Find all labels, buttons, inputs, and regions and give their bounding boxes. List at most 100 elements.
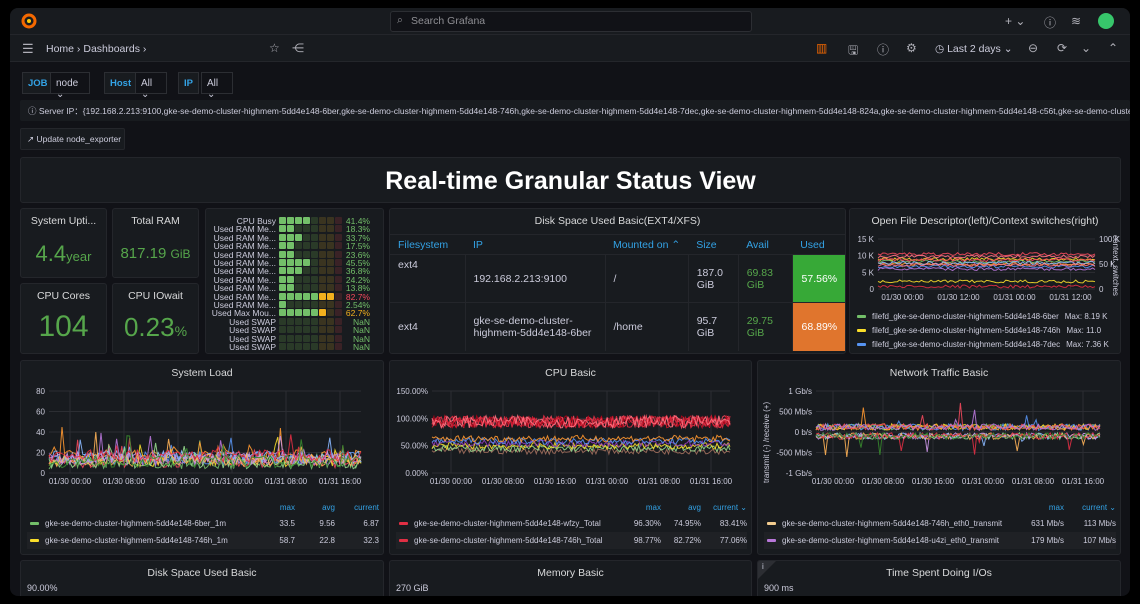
legend-header-max[interactable]: max [645,502,661,512]
zoom-out-icon[interactable]: ⊖ [1028,41,1039,55]
help-icon[interactable]: ⓘ [1044,16,1057,30]
stat-panel-cpu-cores[interactable]: CPU Cores 104 [20,283,107,354]
disk-space-used-panel[interactable]: Disk Space Used Basic 90.00% [20,560,384,596]
variable-select-host[interactable]: All ⌄ [135,72,167,100]
series-color-swatch [30,522,39,525]
panel-title: Disk Space Used Basic [147,567,257,579]
series-color-swatch [30,539,39,542]
legend-item[interactable]: gke-se-demo-cluster-highmem-5dd4e148-746… [396,532,747,549]
info-corner[interactable] [758,561,776,579]
bar-gauge-cell [319,309,326,317]
variable-select-ip[interactable]: All ⌄ [201,72,233,100]
bar-gauge-label: Used Max Mou... [211,308,276,319]
series-line [48,435,362,469]
legend-header-max[interactable]: max [1048,502,1064,512]
legend-header-max[interactable]: max [279,502,295,512]
time-range-picker[interactable]: ◷ Last 2 days ⌄ [935,43,1013,55]
legend-series-name: gke-se-demo-cluster-highmem-5dd4e148-746… [782,519,1003,528]
legend: max avg current ⌄ gke-se-demo-cluster-highm… [396,499,747,549]
y-axis-label: transmit (-) /receive (+) [762,402,771,483]
cpu-basic-panel[interactable]: CPU Basic 150.00% 100.00% 50.00% 0.00% 01/30… [389,360,752,555]
x-tick-label: 01/30 08:00 [482,477,525,486]
info-bar: ⓘ Server IP：{192.168.2.213:9100,gke-se-d… [20,100,1130,121]
settings-gear-icon[interactable]: ⚙ [906,41,917,55]
bar-gauge-cell [295,309,302,317]
legend-item[interactable]: filefd_gke-se-demo-cluster-highmem-5dd4e… [854,337,1120,351]
add-panel-icon[interactable]: ▥ [816,41,828,55]
stat-panel-cpu-iowait[interactable]: CPU IOwait 0.23% [112,283,199,354]
column-filesystem[interactable]: Filesystem [398,238,449,251]
x-tick-label: 01/30 08:00 [862,477,905,486]
stat-panel-total-ram[interactable]: Total RAM 817.19 GiB [112,208,199,278]
legend-header-current[interactable]: current [354,502,379,512]
bar-gauge-cells [279,259,342,266]
bar-gauge-value: NaN [352,325,370,336]
legend-header-avg[interactable]: avg [322,502,335,512]
title-panel: Real-time Granular Status View [20,157,1121,203]
info-icon[interactable]: ⓘ [877,43,890,57]
memory-basic-panel[interactable]: Memory Basic 270 GiB [389,560,752,596]
open-fd-chart[interactable]: 15 K 10 K 5 K 0 01/30 00:00 01/30 12:00 01/31 … [850,231,1121,309]
system-load-panel[interactable]: System Load 80 60 40 20 0 01/30 00:00 01/30 08… [20,360,384,555]
bar-gauge-cell [295,225,302,233]
breadcrumb-home[interactable]: Home [46,43,75,55]
legend-item[interactable]: gke-se-demo-cluster-highmem-5dd4e148-wfz… [396,515,747,532]
avatar[interactable] [1098,13,1114,29]
legend-series-name: gke-se-demo-cluster-highmem-5dd4e148-746… [414,536,603,545]
column-mounted-on[interactable]: Mounted on ⌃ [613,238,681,251]
column-used[interactable]: Used [800,238,825,251]
io-time-panel[interactable]: i Time Spent Doing I/Os 900 ms [757,560,1121,596]
search-input[interactable]: ⌕ Search Grafana [390,11,752,32]
save-icon[interactable]: 🖫 [848,43,859,57]
share-icon[interactable]: ⋲ [292,41,304,55]
system-load-chart[interactable]: 80 60 40 20 001/30 00:00 01/30 08:00 01/30 16:… [21,383,384,495]
news-icon[interactable]: ≋ [1071,14,1082,28]
refresh-icon[interactable]: ⟳ [1057,41,1068,55]
series-line [48,442,362,470]
stat-value: 104 [38,310,89,343]
collapse-chevron-icon[interactable]: ⌃ [1108,41,1119,55]
column-size[interactable]: Size [696,238,717,251]
column-ip[interactable]: IP [473,238,483,251]
legend-item[interactable]: gke-se-demo-cluster-highmem-5dd4e148-u4z… [764,532,1116,549]
update-node-exporter-link[interactable]: ↗ Update node_exporter [20,128,125,150]
legend-item[interactable]: gke-se-demo-cluster-highmem-5dd4e148-6be… [27,515,379,532]
column-avail[interactable]: Avail [746,238,769,251]
bar-gauge-value: 18.3% [345,224,370,235]
grafana-logo-icon[interactable] [21,13,37,29]
bar-gauge-row: Used RAM Me... 33.7% [206,232,383,243]
bar-gauge-value: 62.7% [345,308,370,319]
legend-item[interactable]: gke-se-demo-cluster-highmem-5dd4e148-746… [764,515,1116,532]
bar-gauge-cell [335,250,342,258]
legend-item[interactable]: gke-se-demo-cluster-highmem-5dd4e148-746… [27,532,379,549]
series-line [877,257,1096,263]
new-menu-button[interactable]: + ⌄ [1005,14,1026,28]
variable-select-job[interactable]: node ⌄ [50,72,90,100]
series-line [48,432,362,469]
bar-gauge-cell [311,284,318,292]
cell-mount: / [605,254,689,303]
network-traffic-panel[interactable]: Network Traffic Basic 1 Gb/s 500 Mb/s 0 b/… [757,360,1121,555]
legend-header-current[interactable]: current ⌄ [1082,502,1116,512]
legend-item[interactable]: filefd_gke-se-demo-cluster-highmem-5dd4e… [854,323,1120,337]
legend-header-avg[interactable]: avg [688,502,701,512]
bar-gauge-row: Used RAM Me... 18.3% [206,224,383,235]
open-fd-panel[interactable]: Open File Descriptor(left)/Context switc… [849,208,1121,354]
bar-gauge-label: Used RAM Me... [213,232,276,243]
breadcrumb-dashboards[interactable]: Dashboards [83,43,140,55]
legend-value: 113 Mb/s [1083,519,1116,528]
bar-gauge-cell [287,225,294,233]
cpu-basic-chart[interactable]: 150.00% 100.00% 50.00% 0.00%01/30 00:00 01/3… [390,383,752,495]
legend-header-current[interactable]: current ⌄ [713,502,747,512]
cell-size: 187.0 GiB [688,254,739,303]
y-tick: 90.00% [27,583,58,593]
bar-gauge-panel[interactable]: CPU Busy 41.4% Used RAM Me... 18.3% Used RAM… [205,208,384,354]
legend-values: 98.77% 82.72% 77.06% [617,536,747,545]
menu-icon[interactable]: ☰ [22,41,34,56]
legend-item[interactable]: filefd_gke-se-demo-cluster-highmem-5dd4e… [854,309,1120,323]
refresh-interval-chevron-icon[interactable]: ⌄ [1081,41,1092,55]
disk-table-panel[interactable]: Disk Space Used Basic(EXT4/XFS) Filesyst… [389,208,846,354]
stat-panel-uptime[interactable]: System Upti... 4.4year [20,208,107,278]
star-icon[interactable]: ☆ [269,41,280,55]
